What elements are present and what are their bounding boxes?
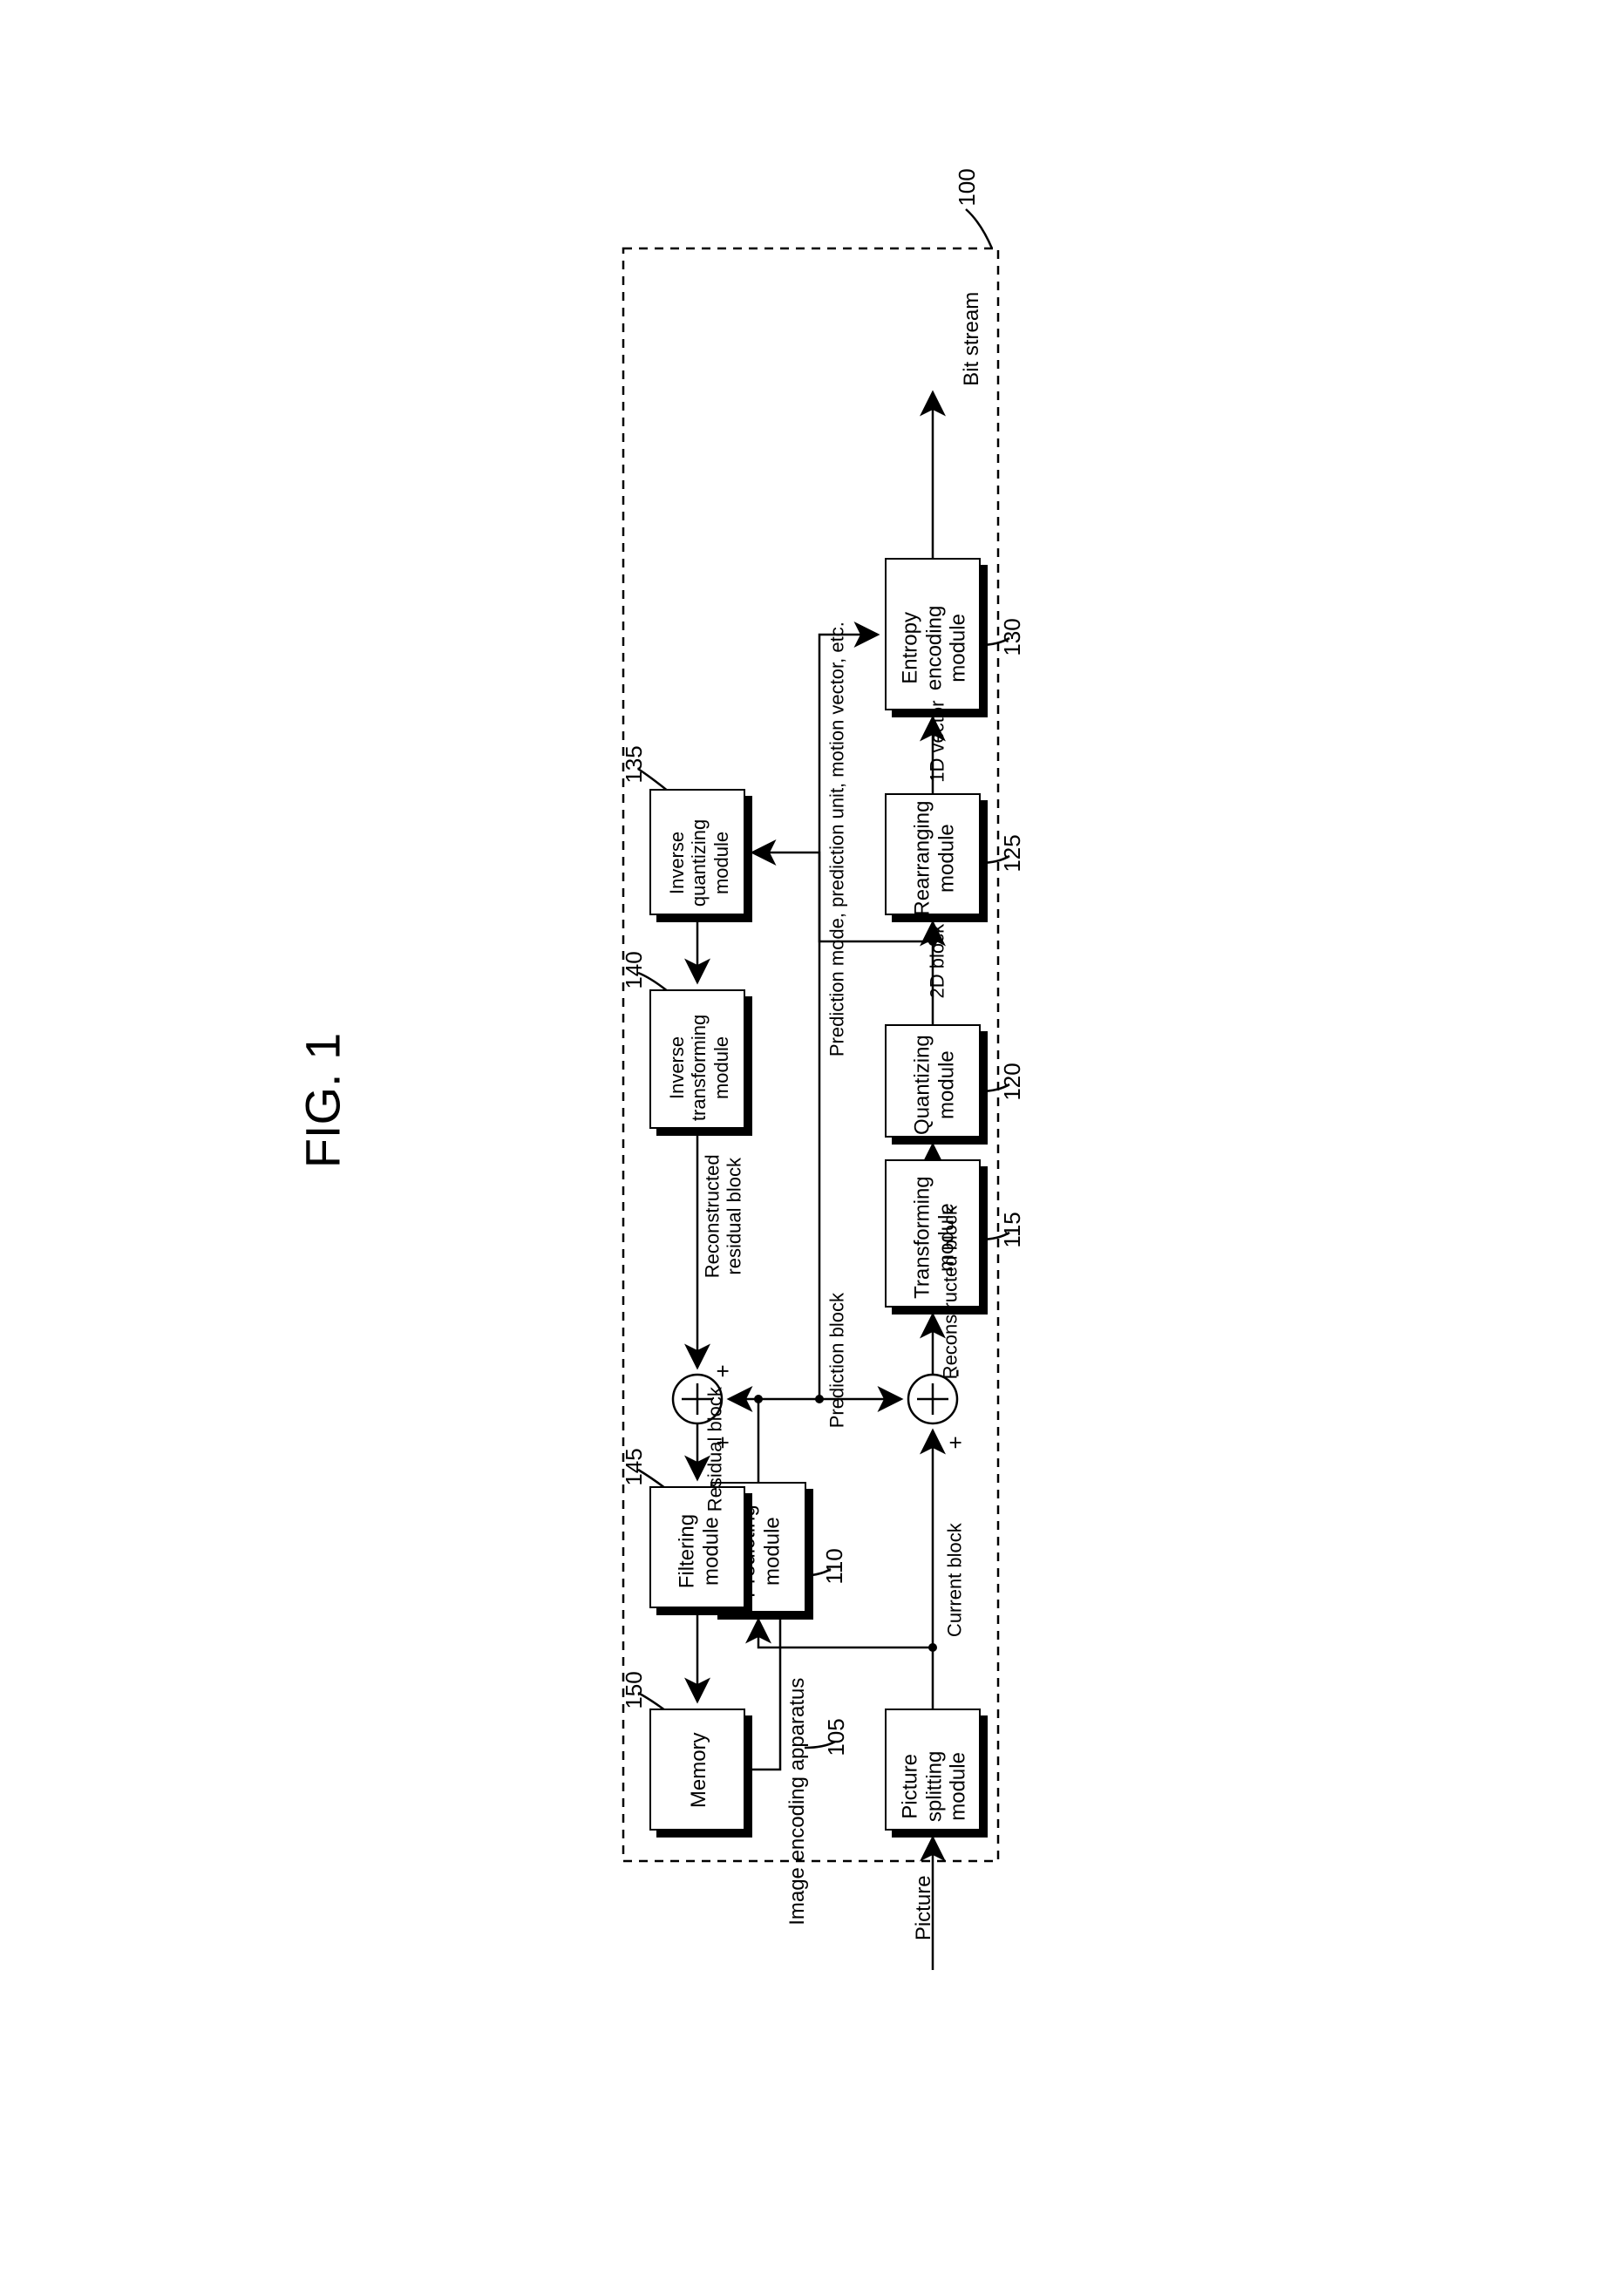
ref-125: 125 xyxy=(1000,819,1026,888)
label-prediction-block-text: Prediction block xyxy=(826,1293,847,1428)
ref-100-text: 100 xyxy=(954,168,980,206)
label-current-block-text: Current block xyxy=(943,1523,965,1637)
label-prediction-info: Prediction mode, prediction unit, motion… xyxy=(826,560,847,1118)
inverse-quantizing-module: Inverse quantizing module xyxy=(649,789,745,915)
label-current-block: Current block xyxy=(943,1502,965,1659)
memory-module: Memory xyxy=(649,1709,745,1831)
inverse-transforming-module: Inverse transforming module xyxy=(649,989,745,1129)
filtering-module: Filtering module xyxy=(649,1486,745,1608)
bitstream-output-label: Bit stream xyxy=(960,278,984,400)
label-reconstructed-residual-text: Reconstructed residual block xyxy=(702,1154,745,1278)
ref-120: 120 xyxy=(1000,1047,1026,1117)
ref-130-text: 130 xyxy=(999,618,1025,656)
label-residual-block: Residual block xyxy=(703,1376,725,1524)
label-2d-block-text: 2D block xyxy=(926,924,948,999)
entropy-encoding-label: Entropy encoding module xyxy=(899,606,970,690)
ref-105: 105 xyxy=(824,1702,850,1772)
label-prediction-block: Prediction block xyxy=(826,1282,847,1439)
ref-145-text: 145 xyxy=(621,1448,647,1485)
rearranging-label: Rearranging module xyxy=(910,801,958,916)
label-1d-vector: 1D vector xyxy=(926,685,948,798)
label-1d-vector-text: 1D vector xyxy=(926,701,948,783)
filtering-label: Filtering module xyxy=(675,1514,723,1588)
ref-135: 135 xyxy=(622,730,648,799)
ref-125-text: 125 xyxy=(999,834,1025,872)
label-reconstructed-block-text: Reconstructed block xyxy=(939,1206,961,1379)
memory-label: Memory xyxy=(687,1732,710,1808)
label-reconstructed-residual: Reconstructed residual block xyxy=(702,1120,746,1312)
ref-100: 100 xyxy=(955,153,981,222)
inverse-quantizing-label: Inverse quantizing module xyxy=(666,819,732,907)
apparatus-label-text: Image encoding apparatus xyxy=(785,1678,809,1926)
diagram-rotated-plane: Image encoding apparatus 100 Picture spl… xyxy=(0,0,1624,2269)
rearranging-module: Rearranging module xyxy=(885,793,981,915)
sub-plus-sign: + xyxy=(943,1430,969,1456)
ref-135-text: 135 xyxy=(621,745,647,783)
label-residual-block-text: Residual block xyxy=(703,1387,725,1512)
ref-140-text: 140 xyxy=(621,951,647,988)
picture-splitting-label: Picture splitting module xyxy=(899,1751,970,1822)
bitstream-output-text: Bit stream xyxy=(960,292,983,386)
ref-150-text: 150 xyxy=(621,1671,647,1709)
ref-130: 130 xyxy=(1000,602,1026,672)
quantizing-module: Quantizing module xyxy=(885,1024,981,1138)
wiring-svg xyxy=(0,0,1624,2269)
ref-110: 110 xyxy=(822,1532,848,1601)
ref-110-text: 110 xyxy=(821,1548,847,1584)
ref-145: 145 xyxy=(622,1432,648,1502)
picture-input-label: Picture xyxy=(912,1856,936,1960)
transforming-module: Transforming module xyxy=(885,1159,981,1308)
ref-115-text: 115 xyxy=(999,1212,1025,1247)
picture-input-text: Picture xyxy=(912,1875,935,1940)
ref-105-text: 105 xyxy=(823,1718,849,1756)
inverse-transforming-label: Inverse transforming module xyxy=(666,1015,732,1121)
ref-120-text: 120 xyxy=(999,1063,1025,1100)
edge-branch-to-predicting xyxy=(758,1620,933,1647)
label-reconstructed-block: Reconstructed block xyxy=(939,1206,961,1380)
ref-140: 140 xyxy=(622,935,648,1005)
label-prediction-info-text: Prediction mode, prediction unit, motion… xyxy=(826,622,847,1056)
ref-115: 115 xyxy=(1000,1195,1026,1265)
ref-150: 150 xyxy=(622,1655,648,1725)
apparatus-label: Image encoding apparatus xyxy=(785,1620,810,1926)
label-2d-block: 2D block xyxy=(926,905,948,1018)
quantizing-label: Quantizing module xyxy=(910,1035,958,1135)
picture-splitting-module: Picture splitting module xyxy=(885,1709,981,1831)
